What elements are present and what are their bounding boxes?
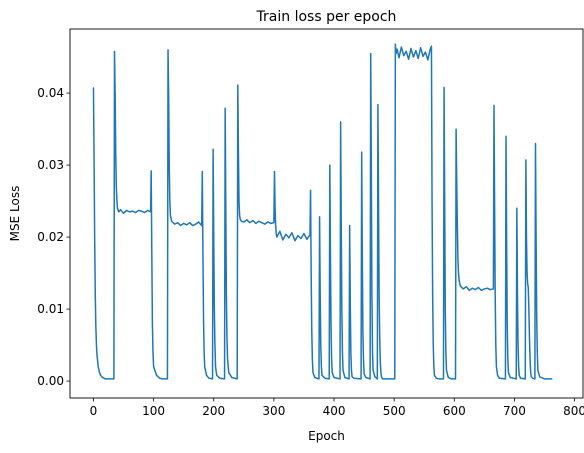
y-tick-label: 0.03 (37, 158, 64, 172)
y-tick-label: 0.00 (37, 374, 64, 388)
axes-frame (69, 28, 584, 399)
x-tick-label: 800 (563, 404, 584, 418)
y-axis-label: MSE Loss (8, 186, 22, 242)
x-tick-label: 500 (383, 404, 406, 418)
x-tick-label: 400 (323, 404, 346, 418)
y-tick-label: 0.02 (37, 230, 64, 244)
x-tick-label: 700 (503, 404, 526, 418)
axes: 0 100 200 300 400 500 600 700 800 0.00 0.01 0.02 0.0… (37, 86, 584, 418)
y-tick-label: 0.01 (37, 302, 64, 316)
y-tick-label: 0.04 (37, 86, 64, 100)
x-tick-label: 600 (443, 404, 466, 418)
x-tick-label: 0 (90, 404, 98, 418)
x-tick-label: 100 (142, 404, 165, 418)
series-line-0 (92, 43, 553, 380)
x-tick-label: 300 (262, 404, 285, 418)
x-axis-label: Epoch (308, 429, 345, 443)
x-tick-label: 200 (202, 404, 225, 418)
plot-area (92, 43, 553, 380)
chart-title: Train loss per epoch (256, 9, 397, 25)
